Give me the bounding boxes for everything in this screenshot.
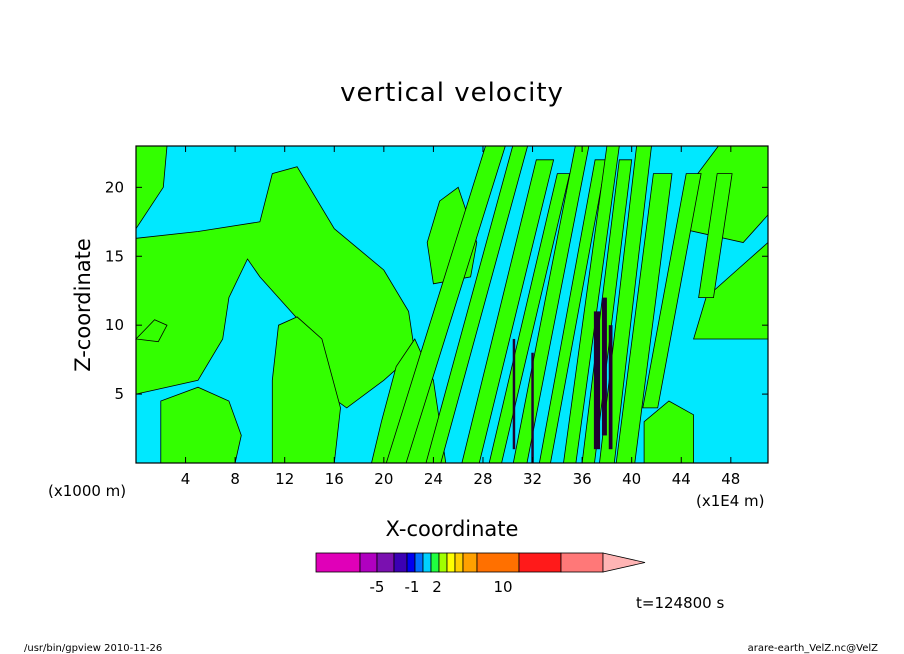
x-tick-label: 40 xyxy=(622,470,641,488)
x-axis-ticks: 4 8 12 16 20 24 28 32 36 40 44 48 xyxy=(181,146,740,488)
x-tick-label: 4 xyxy=(181,470,191,488)
colorbar-swatch xyxy=(359,552,378,573)
y-axis-label: Z-coordinate xyxy=(71,238,95,372)
x-tick-label: 24 xyxy=(424,470,443,488)
colorbar-tick-label: 2 xyxy=(432,578,442,596)
colorbar xyxy=(315,552,646,573)
colorbar-swatch xyxy=(422,552,432,573)
x-axis-label: X-coordinate xyxy=(386,517,519,541)
colorbar-swatch xyxy=(476,552,520,573)
positive-region xyxy=(271,316,341,464)
colorbar-tick-label: 10 xyxy=(493,578,512,596)
colorbar-swatch xyxy=(560,552,604,573)
strong-updraft-streak xyxy=(601,297,607,436)
positive-band xyxy=(698,173,733,298)
positive-band xyxy=(642,173,702,409)
x-tick-label: 36 xyxy=(573,470,592,488)
colorbar-swatch xyxy=(430,552,440,573)
x-tick-label: 48 xyxy=(721,470,740,488)
footer-right: arare-earth_VelZ.nc@VelZ xyxy=(748,643,879,654)
x-scale-label: (x1E4 m) xyxy=(696,492,765,510)
colorbar-swatch xyxy=(414,552,424,573)
colorbar-swatch xyxy=(446,552,456,573)
strong-updraft-streak xyxy=(512,338,516,450)
x-tick-label: 44 xyxy=(672,470,691,488)
y-tick-label: 20 xyxy=(105,178,124,196)
x-tick-label: 8 xyxy=(230,470,240,488)
colorbar-swatch xyxy=(462,552,478,573)
y-axis-ticks: 5 10 15 20 xyxy=(105,178,768,403)
positive-region xyxy=(135,319,168,343)
x-tick-label: 28 xyxy=(473,470,492,488)
strong-updraft-streak xyxy=(531,352,534,463)
colorbar-swatch xyxy=(518,552,562,573)
chart-title: vertical velocity xyxy=(340,78,564,108)
colorbar-swatch xyxy=(438,552,448,573)
x-tick-label: 16 xyxy=(325,470,344,488)
footer-left: /usr/bin/gpview 2010-11-26 xyxy=(24,643,162,654)
colorbar-arrow xyxy=(602,552,646,573)
plot-frame xyxy=(135,145,769,464)
colorbar-tick-labels: -5 -1 2 10 xyxy=(370,578,513,596)
colorbar-swatch xyxy=(376,552,395,573)
x-tick-label: 20 xyxy=(374,470,393,488)
time-label: t=124800 s xyxy=(636,594,724,612)
velocity-field xyxy=(135,145,769,464)
y-tick-label: 15 xyxy=(105,247,124,265)
strong-updraft-streak xyxy=(608,325,613,450)
x-tick-label: 32 xyxy=(523,470,542,488)
strong-updraft-streak xyxy=(593,311,601,450)
colorbar-swatch xyxy=(406,552,416,573)
colorbar-swatch xyxy=(454,552,464,573)
colorbar-tick-label: -1 xyxy=(405,578,420,596)
y-tick-label: 5 xyxy=(114,385,124,403)
positive-region xyxy=(693,241,769,340)
y-tick-label: 10 xyxy=(105,316,124,334)
colorbar-tick-label: -5 xyxy=(370,578,385,596)
colorbar-swatch xyxy=(393,552,408,573)
x-unit-label: (x1000 m) xyxy=(48,482,126,500)
x-tick-label: 12 xyxy=(275,470,294,488)
colorbar-swatch xyxy=(315,552,361,573)
